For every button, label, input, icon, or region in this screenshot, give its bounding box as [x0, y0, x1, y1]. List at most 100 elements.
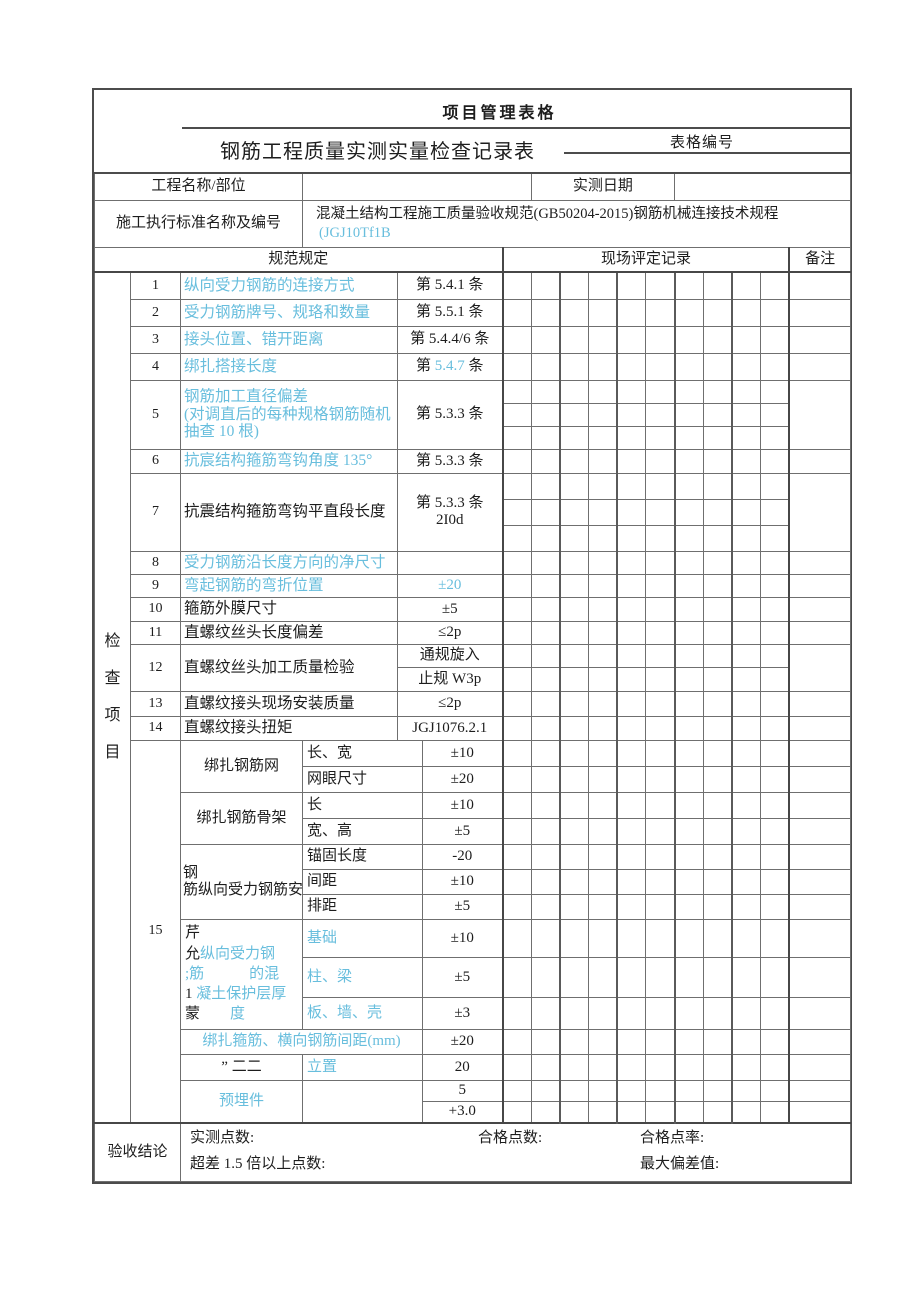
record-cell[interactable]	[588, 643, 618, 668]
record-cell[interactable]	[702, 843, 733, 870]
record-cell[interactable]	[501, 271, 532, 300]
record-cell[interactable]	[530, 1079, 561, 1102]
record-cell[interactable]	[530, 596, 561, 622]
record-cell[interactable]	[702, 893, 733, 920]
record-cell[interactable]	[760, 1053, 790, 1081]
record-cell[interactable]	[530, 765, 561, 793]
record-cell[interactable]	[760, 402, 790, 427]
record-cell[interactable]	[673, 1079, 704, 1102]
record-cell[interactable]	[760, 472, 790, 500]
record-cell[interactable]	[673, 817, 704, 845]
record-cell[interactable]	[760, 765, 790, 793]
record-cell[interactable]	[702, 472, 733, 500]
record-cell[interactable]	[760, 524, 790, 552]
remark-cell[interactable]	[788, 996, 851, 1030]
remark-cell[interactable]	[788, 739, 851, 767]
record-cell[interactable]	[558, 643, 590, 668]
record-cell[interactable]	[731, 791, 762, 819]
remark-cell[interactable]	[788, 550, 851, 575]
record-cell[interactable]	[501, 550, 532, 575]
record-cell[interactable]	[731, 402, 762, 427]
record-cell[interactable]	[731, 573, 762, 598]
record-cell[interactable]	[645, 596, 676, 622]
record-cell[interactable]	[673, 620, 704, 645]
record-cell[interactable]	[530, 690, 561, 717]
record-cell[interactable]	[588, 448, 618, 474]
record-cell[interactable]	[645, 620, 676, 645]
record-cell[interactable]	[760, 996, 790, 1030]
record-cell[interactable]	[588, 1053, 618, 1081]
record-cell[interactable]	[702, 1053, 733, 1081]
record-cell[interactable]	[588, 325, 618, 354]
record-cell[interactable]	[645, 690, 676, 717]
record-cell[interactable]	[616, 472, 647, 500]
remark-cell[interactable]	[788, 817, 851, 845]
record-cell[interactable]	[616, 1053, 647, 1081]
record-cell[interactable]	[702, 739, 733, 767]
record-cell[interactable]	[673, 791, 704, 819]
remark-cell[interactable]	[788, 918, 851, 958]
remark-cell[interactable]	[788, 843, 851, 870]
record-cell[interactable]	[588, 996, 618, 1030]
record-cell[interactable]	[760, 448, 790, 474]
record-cell[interactable]	[588, 1079, 618, 1102]
record-cell[interactable]	[760, 868, 790, 895]
record-cell[interactable]	[501, 498, 532, 526]
date-value-blank[interactable]	[674, 172, 851, 201]
record-cell[interactable]	[731, 893, 762, 920]
record-cell[interactable]	[501, 643, 532, 668]
record-cell[interactable]	[530, 643, 561, 668]
record-cell[interactable]	[501, 715, 532, 741]
record-cell[interactable]	[616, 765, 647, 793]
record-cell[interactable]	[588, 690, 618, 717]
record-cell[interactable]	[673, 524, 704, 552]
record-cell[interactable]	[673, 425, 704, 450]
record-cell[interactable]	[673, 379, 704, 404]
record-cell[interactable]	[501, 765, 532, 793]
record-cell[interactable]	[501, 1100, 532, 1124]
remark-cell[interactable]	[788, 1100, 851, 1124]
record-cell[interactable]	[530, 1100, 561, 1124]
record-cell[interactable]	[616, 448, 647, 474]
record-cell[interactable]	[530, 918, 561, 958]
record-cell[interactable]	[588, 739, 618, 767]
remark-cell[interactable]	[788, 298, 851, 327]
record-cell[interactable]	[731, 472, 762, 500]
record-cell[interactable]	[760, 893, 790, 920]
record-cell[interactable]	[645, 996, 676, 1030]
record-cell[interactable]	[558, 498, 590, 526]
record-cell[interactable]	[558, 352, 590, 381]
record-cell[interactable]	[616, 868, 647, 895]
record-cell[interactable]	[760, 1079, 790, 1102]
record-cell[interactable]	[731, 996, 762, 1030]
record-cell[interactable]	[558, 1100, 590, 1124]
record-cell[interactable]	[645, 1028, 676, 1055]
record-cell[interactable]	[673, 666, 704, 692]
record-cell[interactable]	[673, 956, 704, 998]
record-cell[interactable]	[588, 298, 618, 327]
record-cell[interactable]	[760, 425, 790, 450]
record-cell[interactable]	[530, 868, 561, 895]
record-cell[interactable]	[760, 498, 790, 526]
remark-cell[interactable]	[788, 791, 851, 819]
record-cell[interactable]	[702, 498, 733, 526]
record-cell[interactable]	[760, 843, 790, 870]
record-cell[interactable]	[501, 843, 532, 870]
record-cell[interactable]	[731, 379, 762, 404]
record-cell[interactable]	[501, 690, 532, 717]
record-cell[interactable]	[645, 402, 676, 427]
record-cell[interactable]	[588, 271, 618, 300]
record-cell[interactable]	[673, 271, 704, 300]
record-cell[interactable]	[558, 996, 590, 1030]
record-cell[interactable]	[760, 550, 790, 575]
record-cell[interactable]	[616, 956, 647, 998]
record-cell[interactable]	[702, 402, 733, 427]
record-cell[interactable]	[731, 498, 762, 526]
record-cell[interactable]	[530, 1053, 561, 1081]
record-cell[interactable]	[616, 402, 647, 427]
record-cell[interactable]	[558, 379, 590, 404]
record-cell[interactable]	[588, 918, 618, 958]
record-cell[interactable]	[731, 550, 762, 575]
record-cell[interactable]	[501, 956, 532, 998]
record-cell[interactable]	[702, 550, 733, 575]
